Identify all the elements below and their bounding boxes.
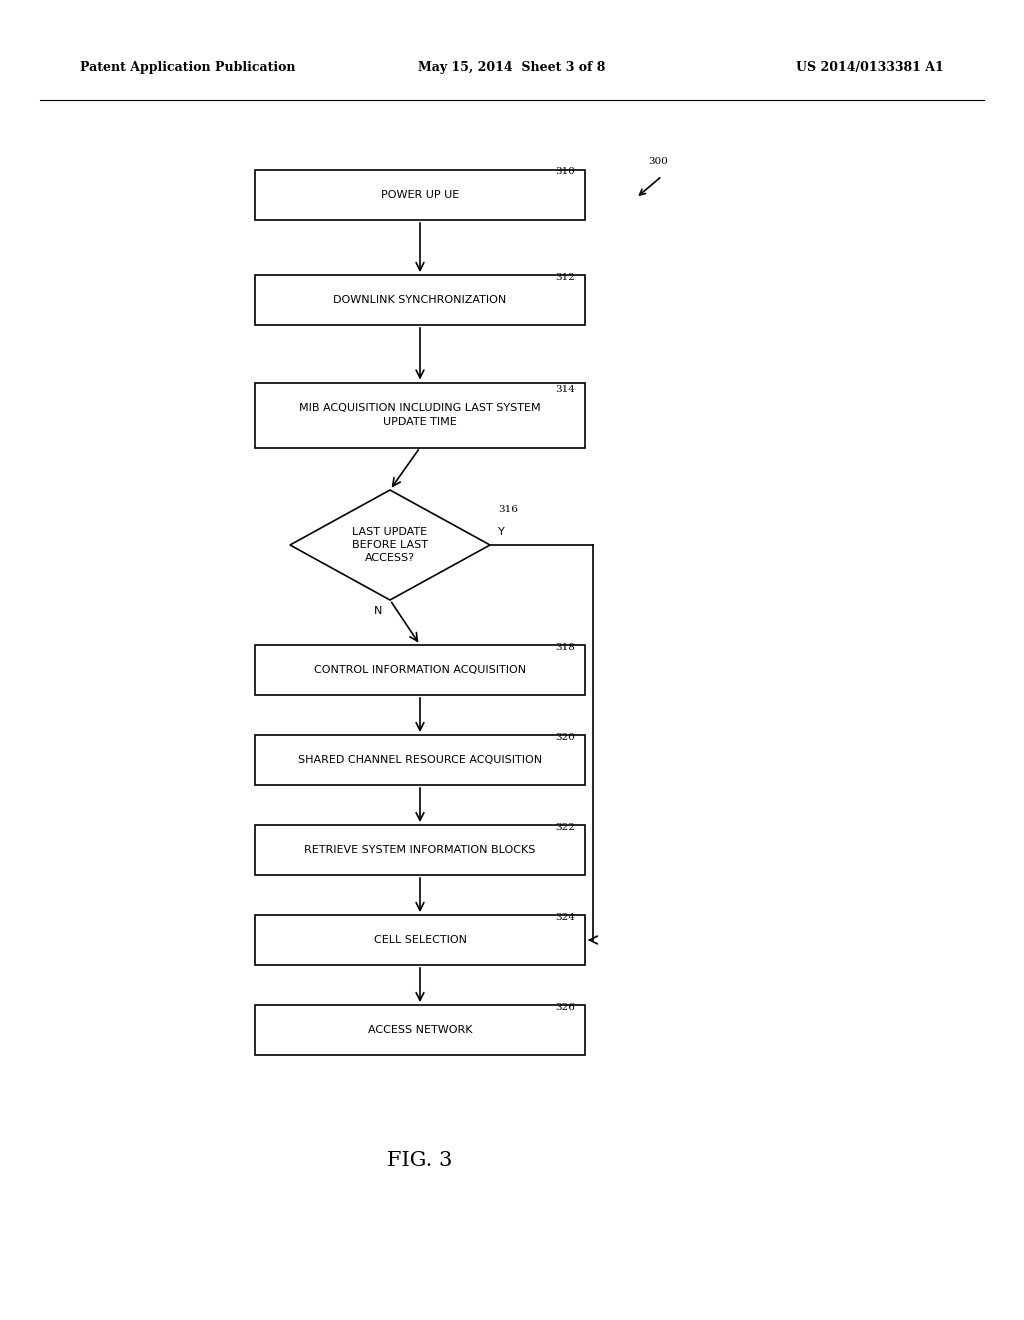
Text: SHARED CHANNEL RESOURCE ACQUISITION: SHARED CHANNEL RESOURCE ACQUISITION — [298, 755, 542, 766]
Bar — [255, 275, 585, 325]
Text: N: N — [374, 606, 382, 616]
Bar — [255, 170, 585, 220]
Text: MIB ACQUISITION INCLUDING LAST SYSTEM
UPDATE TIME: MIB ACQUISITION INCLUDING LAST SYSTEM UP… — [299, 404, 541, 426]
Bar — [255, 735, 585, 785]
Text: 324: 324 — [555, 913, 574, 923]
Text: Y: Y — [498, 527, 505, 537]
Text: US 2014/0133381 A1: US 2014/0133381 A1 — [797, 62, 944, 74]
Text: CONTROL INFORMATION ACQUISITION: CONTROL INFORMATION ACQUISITION — [314, 665, 526, 675]
Text: DOWNLINK SYNCHRONIZATION: DOWNLINK SYNCHRONIZATION — [334, 294, 507, 305]
Bar — [255, 1005, 585, 1055]
Text: 326: 326 — [555, 1003, 574, 1012]
Bar — [255, 825, 585, 875]
Text: 310: 310 — [555, 168, 574, 177]
Text: ACCESS NETWORK: ACCESS NETWORK — [368, 1026, 472, 1035]
Text: 314: 314 — [555, 385, 574, 395]
Text: 312: 312 — [555, 273, 574, 282]
Bar — [255, 383, 585, 447]
Bar — [255, 645, 585, 696]
Text: CELL SELECTION: CELL SELECTION — [374, 935, 467, 945]
Text: 316: 316 — [498, 506, 518, 515]
Polygon shape — [290, 490, 490, 601]
Bar — [255, 915, 585, 965]
Text: 320: 320 — [555, 734, 574, 742]
Text: POWER UP UE: POWER UP UE — [381, 190, 459, 201]
Text: 300: 300 — [648, 157, 668, 166]
Text: Patent Application Publication: Patent Application Publication — [80, 62, 296, 74]
Text: RETRIEVE SYSTEM INFORMATION BLOCKS: RETRIEVE SYSTEM INFORMATION BLOCKS — [304, 845, 536, 855]
Text: FIG. 3: FIG. 3 — [387, 1151, 453, 1170]
Text: 318: 318 — [555, 644, 574, 652]
Text: LAST UPDATE
BEFORE LAST
ACCESS?: LAST UPDATE BEFORE LAST ACCESS? — [352, 527, 428, 564]
Text: May 15, 2014  Sheet 3 of 8: May 15, 2014 Sheet 3 of 8 — [419, 62, 605, 74]
Text: 322: 322 — [555, 824, 574, 833]
